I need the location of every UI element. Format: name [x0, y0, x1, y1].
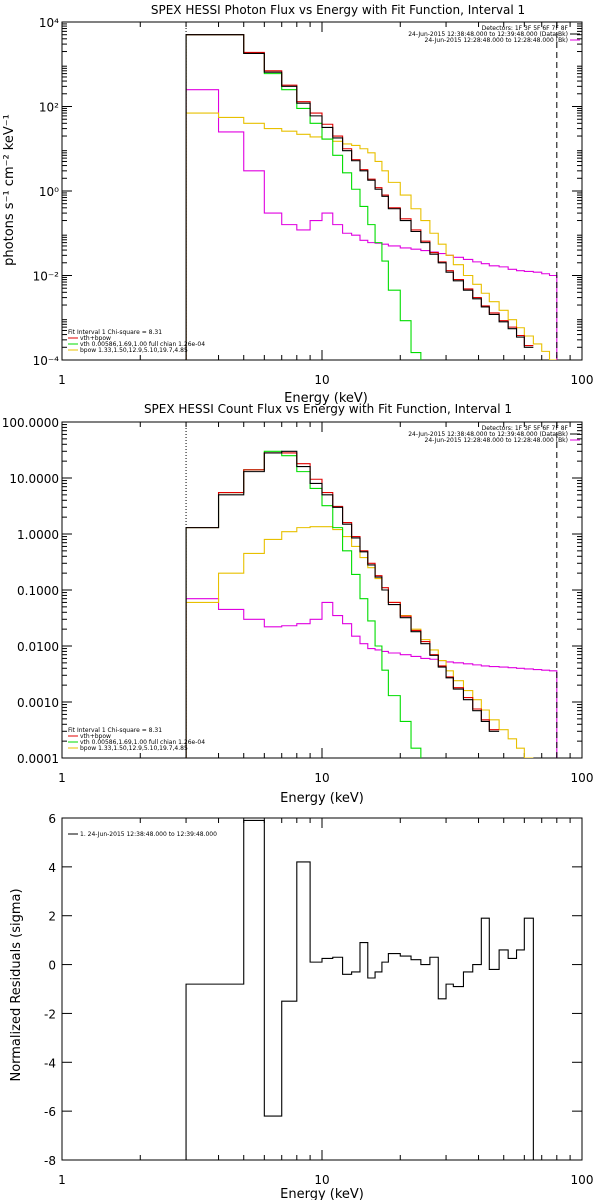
y-tick-label: 10² [39, 101, 59, 115]
y-tick-label: 10⁻⁴ [33, 354, 60, 368]
legend-left-text: vth 0.00586,1.69,1.00 full chian 1.26e-0… [80, 739, 205, 746]
series-data-line [185, 450, 500, 758]
x-tick-label: 100 [571, 373, 594, 387]
y-tick-label: 0.0001 [17, 752, 59, 766]
legend-left-text: vth+bpow [80, 733, 111, 740]
x-tick-label: 1 [58, 1173, 66, 1187]
residuals-panel: Energy (keV) Normalized Residuals (sigma… [9, 812, 593, 1200]
series-sum-line [185, 452, 500, 758]
residuals-ylabel: Normalized Residuals (sigma) [9, 888, 24, 1081]
x-tick-label: 10 [314, 1173, 329, 1187]
series-bpow-line [185, 112, 557, 360]
plot-frame [61, 21, 583, 361]
legend-left-text: 1. 24-Jun-2015 12:38:48.000 to 12:39:48.… [80, 831, 217, 838]
legend-right-text: Detectors: 1F 3F 5F 6F 7F 8F [482, 25, 569, 32]
y-tick-label: 0.1000 [17, 584, 59, 598]
y-tick-label: 0.0100 [17, 640, 59, 654]
y-tick-label: 10⁰ [39, 185, 59, 199]
photon-flux-xlabel: Energy (keV) [284, 391, 368, 406]
plot-frame [61, 817, 583, 1161]
series-data-line [185, 819, 534, 1160]
count-flux-xlabel: Energy (keV) [280, 791, 364, 806]
series-vth-line [185, 34, 422, 360]
y-tick-label: -2 [44, 1007, 56, 1021]
count-flux-title: SPEX HESSI Count Flux vs Energy with Fit… [144, 402, 512, 416]
legend-left-text: bpow 1.33,1.50,12.9,5.10,19.7,4.85 [80, 347, 188, 354]
y-tick-label: 1.0000 [17, 528, 59, 542]
curves [185, 34, 558, 360]
series-sum-line [185, 34, 534, 360]
photon-flux-ylabel: photons s⁻¹ cm⁻² keV⁻¹ [2, 114, 17, 266]
x-tick-label: 10 [314, 373, 329, 387]
curves [185, 450, 558, 758]
legend-left-text: vth+bpow [80, 335, 111, 342]
count-flux-panel: SPEX HESSI Count Flux vs Energy with Fit… [2, 402, 594, 806]
legend-right-text: Detectors: 1F 3F 5F 6F 7F 8F [482, 425, 569, 432]
y-tick-label: -6 [44, 1105, 56, 1119]
legend-right-text: 24-Jun-2015 12:38:48.000 to 12:39:48.000… [408, 431, 568, 438]
y-tick-label: 100.0000 [2, 416, 59, 430]
photon-flux-panel: SPEX HESSI Photon Flux vs Energy with Fi… [2, 3, 593, 406]
y-tick-label: 2 [48, 910, 56, 924]
legend-left-text: bpow 1.33,1.50,12.9,5.10,19.7,4.85 [80, 745, 188, 752]
plot-frame [61, 421, 583, 759]
x-tick-label: 1 [58, 771, 66, 785]
legend-right-text: 24-Jun-2015 12:28:48.000 to 12:28:48.000… [425, 437, 568, 444]
y-tick-label: 0 [48, 959, 56, 973]
y-tick-label: 4 [48, 861, 56, 875]
legend-right-text: 24-Jun-2015 12:28:48.000 to 12:28:48.000… [425, 37, 568, 44]
x-tick-label: 100 [571, 1173, 594, 1187]
y-tick-label: 6 [48, 812, 56, 826]
x-tick-label: 100 [571, 771, 594, 785]
series-data-line [185, 34, 534, 360]
y-tick-label: -4 [44, 1056, 56, 1070]
y-tick-label: 10⁴ [39, 16, 59, 30]
x-tick-label: 1 [58, 373, 66, 387]
curves [185, 819, 534, 1160]
legend-right-text: 24-Jun-2015 12:38:48.000 to 12:39:48.000… [408, 31, 568, 38]
y-tick-label: 0.0010 [17, 696, 59, 710]
series-bk-line [185, 89, 558, 360]
series-vth-line [185, 450, 422, 758]
residuals-xlabel: Energy (keV) [280, 1187, 364, 1200]
x-tick-label: 10 [314, 771, 329, 785]
legend-left-text: Fit Interval 1 Chi-square = 8.31 [68, 329, 162, 336]
y-tick-label: -8 [44, 1154, 56, 1168]
legend-left-text: vth 0.00586,1.69,1.00 full chian 1.26e-0… [80, 341, 205, 348]
series-bk-line [185, 598, 558, 758]
y-tick-label: 10⁻² [33, 270, 60, 284]
legend-left-text: Fit Interval 1 Chi-square = 8.31 [68, 727, 162, 734]
photon-flux-title: SPEX HESSI Photon Flux vs Energy with Fi… [151, 3, 525, 17]
y-tick-label: 10.0000 [9, 472, 59, 486]
